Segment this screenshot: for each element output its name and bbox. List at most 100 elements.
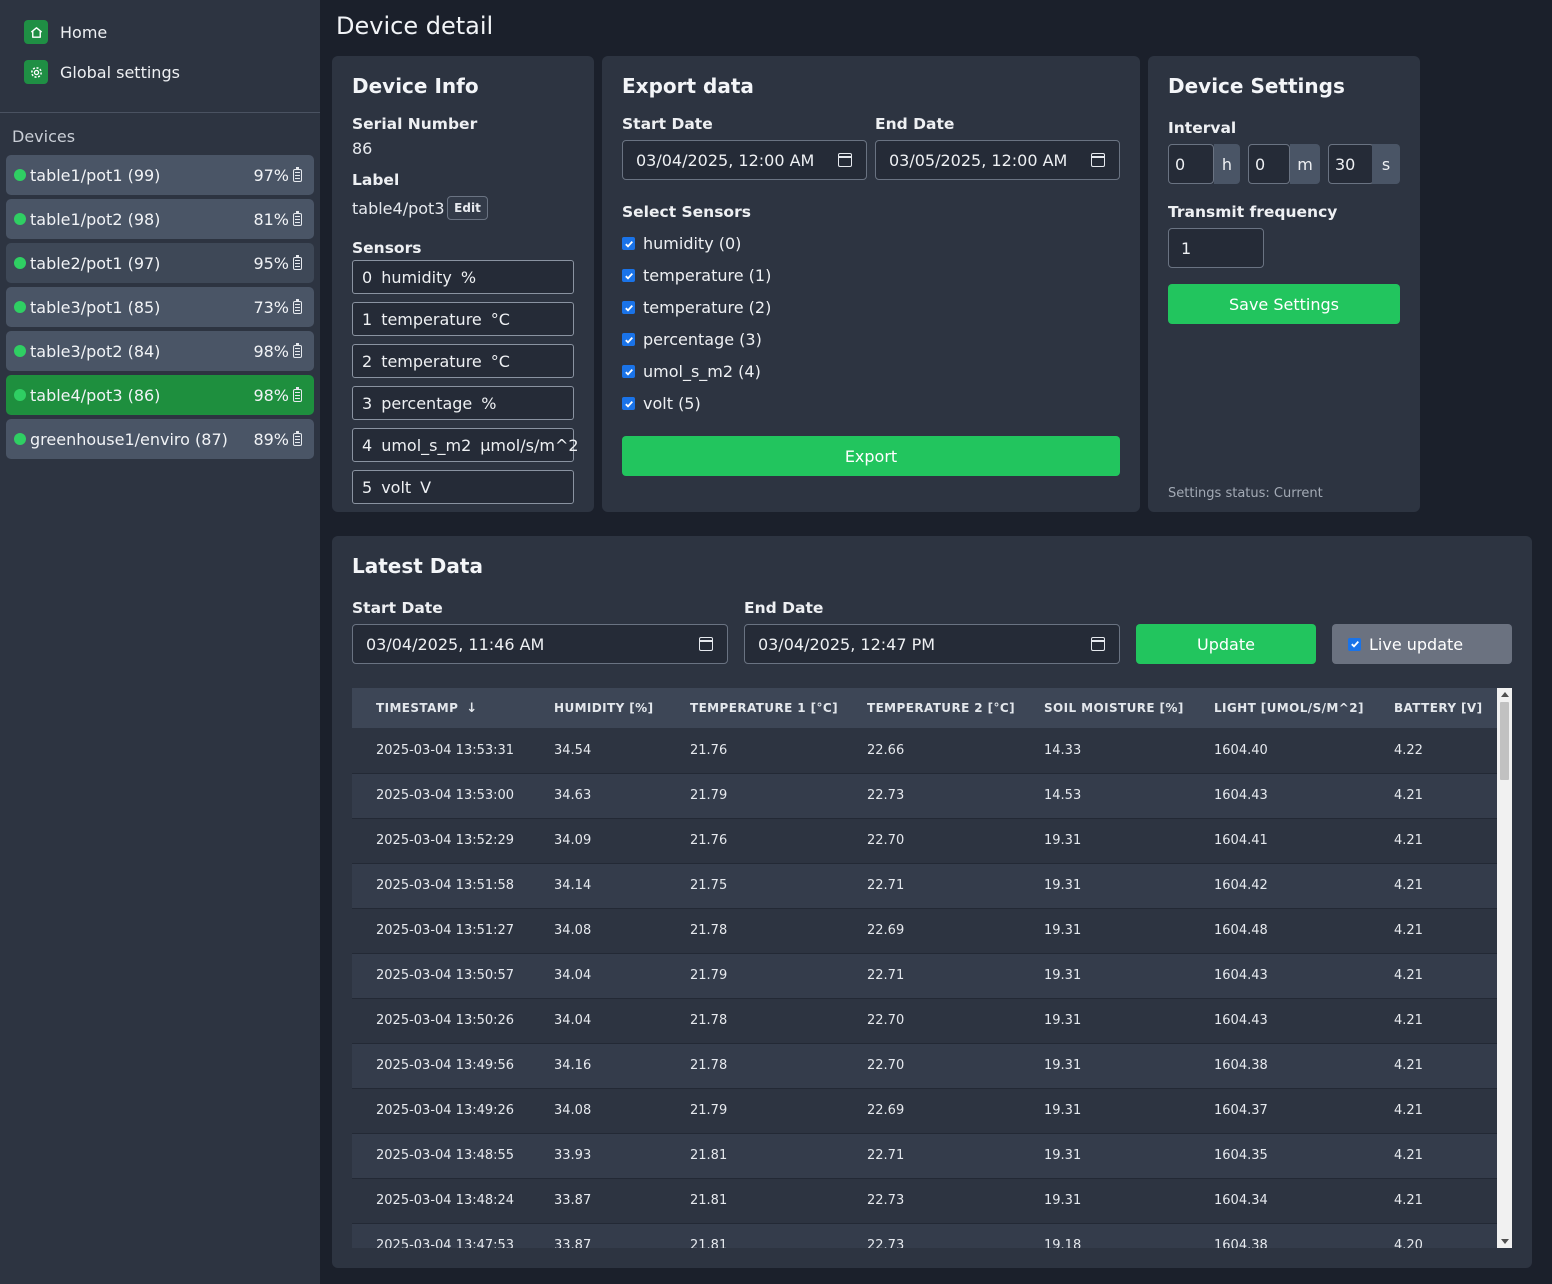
- table-header-row: TIMESTAMP ↓ HUMIDITY [%] TEMPERATURE 1 [°…: [352, 688, 1497, 728]
- sensor-unit: %: [460, 267, 477, 287]
- table-cell: 2025-03-04 13:48:24: [376, 1193, 515, 1208]
- column-header-temperature-1[interactable]: TEMPERATURE 1 [°C]: [690, 701, 838, 715]
- checkbox-checked-icon[interactable]: [1348, 637, 1361, 651]
- checkbox-checked-icon[interactable]: [622, 301, 635, 314]
- device-item[interactable]: table2/pot1 (97) 95%: [6, 243, 314, 283]
- table-cell: 2025-03-04 13:47:53: [376, 1238, 515, 1248]
- checkbox-checked-icon[interactable]: [622, 269, 635, 282]
- table-body: 2025-03-04 13:53:31 34.54 21.76 22.66 14.33 1…: [352, 728, 1497, 1248]
- latest-end-date-input[interactable]: 03/04/2025, 12:47 PM: [744, 624, 1120, 664]
- sort-descending-icon[interactable]: ↓: [466, 700, 478, 716]
- table-cell: 2025-03-04 13:50:26: [376, 1013, 515, 1028]
- table-row: 2025-03-04 13:53:00 34.63 21.79 22.73 14.53 1…: [352, 773, 1497, 818]
- sensor-name: percentage: [381, 393, 473, 413]
- serial-number-label: Serial Number: [352, 115, 478, 133]
- latest-end-label: End Date: [744, 599, 824, 617]
- checkbox-checked-icon[interactable]: [622, 397, 635, 410]
- sensor-name: humidity: [381, 267, 452, 287]
- table-row: 2025-03-04 13:51:58 34.14 21.75 22.71 19.31 1…: [352, 863, 1497, 908]
- update-button[interactable]: Update: [1136, 624, 1316, 664]
- table-cell: 33.87: [554, 1193, 592, 1208]
- calendar-icon[interactable]: [1091, 637, 1105, 651]
- battery-level: 98%: [253, 341, 289, 361]
- column-header-soil-moisture[interactable]: SOIL MOISTURE [%]: [1044, 701, 1184, 715]
- table-cell: 4.22: [1394, 742, 1423, 758]
- sidebar: Home Global settings Devices table1/pot1…: [0, 0, 320, 1284]
- sensor-checkbox-label: volt (5): [643, 394, 701, 413]
- live-update-toggle[interactable]: Live update: [1332, 624, 1512, 664]
- device-item[interactable]: table3/pot1 (85) 73%: [6, 287, 314, 327]
- battery-icon: [293, 166, 302, 182]
- battery-level: 98%: [253, 385, 289, 405]
- table-cell: 33.87: [554, 1238, 592, 1248]
- column-header-battery[interactable]: BATTERY [V]: [1394, 701, 1483, 715]
- checkbox-checked-icon[interactable]: [622, 237, 635, 250]
- calendar-icon[interactable]: [699, 637, 713, 651]
- table-cell: 21.79: [690, 1103, 728, 1118]
- table-row: 2025-03-04 13:52:29 34.09 21.76 22.70 19.31 1…: [352, 818, 1497, 863]
- edit-label-button[interactable]: Edit: [447, 196, 488, 220]
- scroll-up-arrow-icon[interactable]: [1501, 692, 1509, 697]
- calendar-icon[interactable]: [838, 153, 852, 167]
- column-header-humidity[interactable]: HUMIDITY [%]: [554, 701, 654, 715]
- column-header-light[interactable]: LIGHT [UMOL/S/M^2]: [1214, 701, 1364, 715]
- device-item[interactable]: table3/pot2 (84) 98%: [6, 331, 314, 371]
- sensor-row: 4 umol_s_m2 μmol/s/m^2: [352, 428, 579, 462]
- nav-global-settings[interactable]: Global settings: [24, 60, 180, 84]
- export-start-date-input[interactable]: 03/04/2025, 12:00 AM: [622, 140, 867, 180]
- device-item[interactable]: table1/pot2 (98) 81%: [6, 199, 314, 239]
- sensor-row: 2 temperature °C: [352, 344, 574, 378]
- sidebar-divider: [0, 112, 320, 113]
- save-settings-button[interactable]: Save Settings: [1168, 284, 1400, 324]
- device-item-selected[interactable]: table4/pot3 (86) 98%: [6, 375, 314, 415]
- transmit-frequency-input[interactable]: 1: [1168, 228, 1264, 268]
- export-button[interactable]: Export: [622, 436, 1120, 476]
- table-cell: 2025-03-04 13:51:58: [376, 878, 515, 893]
- table-cell: 21.76: [690, 742, 728, 758]
- gear-icon: [24, 60, 48, 84]
- table-cell: 21.78: [690, 1058, 728, 1073]
- sensor-checkbox-row[interactable]: umol_s_m2 (4): [622, 362, 761, 381]
- serial-number-value: 86: [352, 139, 373, 158]
- nav-home[interactable]: Home: [24, 20, 107, 44]
- status-dot-icon: [14, 433, 26, 445]
- sensor-checkbox-row[interactable]: humidity (0): [622, 234, 741, 253]
- export-end-date-input[interactable]: 03/05/2025, 12:00 AM: [875, 140, 1120, 180]
- sensor-checkbox-label: percentage (3): [643, 330, 762, 349]
- checkbox-checked-icon[interactable]: [622, 365, 635, 378]
- sensor-unit: °C: [490, 309, 510, 329]
- transmit-frequency-label: Transmit frequency: [1168, 203, 1338, 221]
- live-update-label: Live update: [1369, 634, 1464, 654]
- checkbox-checked-icon[interactable]: [622, 333, 635, 346]
- calendar-icon[interactable]: [1091, 153, 1105, 167]
- interval-seconds-input[interactable]: 30: [1328, 144, 1374, 184]
- sensor-checkbox-row[interactable]: temperature (1): [622, 266, 771, 285]
- sensor-checkbox-label: humidity (0): [643, 234, 742, 253]
- table-cell: 4.21: [1394, 878, 1423, 893]
- scrollbar-thumb[interactable]: [1500, 702, 1509, 780]
- column-header-timestamp[interactable]: TIMESTAMP ↓: [352, 688, 530, 728]
- device-item[interactable]: table1/pot1 (99) 97%: [6, 155, 314, 195]
- scroll-down-arrow-icon[interactable]: [1501, 1239, 1509, 1244]
- status-dot-icon: [14, 213, 26, 225]
- table-cell: 4.21: [1394, 968, 1423, 983]
- battery-level: 97%: [253, 165, 289, 185]
- table-scrollbar[interactable]: [1497, 688, 1512, 1248]
- table-cell: 22.73: [867, 1193, 905, 1208]
- label-value: table4/pot3: [352, 199, 445, 218]
- device-name: table3/pot2 (84): [30, 341, 161, 361]
- table-cell: 1604.41: [1214, 833, 1268, 848]
- latest-start-date-input[interactable]: 03/04/2025, 11:46 AM: [352, 624, 728, 664]
- device-item[interactable]: greenhouse1/enviro (87) 89%: [6, 419, 314, 459]
- sensor-checkbox-row[interactable]: percentage (3): [622, 330, 762, 349]
- interval-hours-input[interactable]: 0: [1168, 144, 1214, 184]
- column-header-temperature-2[interactable]: TEMPERATURE 2 [°C]: [867, 701, 1015, 715]
- table-cell: 4.21: [1394, 923, 1423, 938]
- sensor-name: temperature: [381, 351, 482, 371]
- sensor-checkbox-row[interactable]: volt (5): [622, 394, 701, 413]
- interval-minutes-input[interactable]: 0: [1248, 144, 1290, 184]
- table-cell: 4.21: [1394, 1148, 1423, 1163]
- sensors-heading: Sensors: [352, 239, 422, 257]
- sensor-checkbox-row[interactable]: temperature (2): [622, 298, 771, 317]
- table-cell: 1604.38: [1214, 1058, 1268, 1073]
